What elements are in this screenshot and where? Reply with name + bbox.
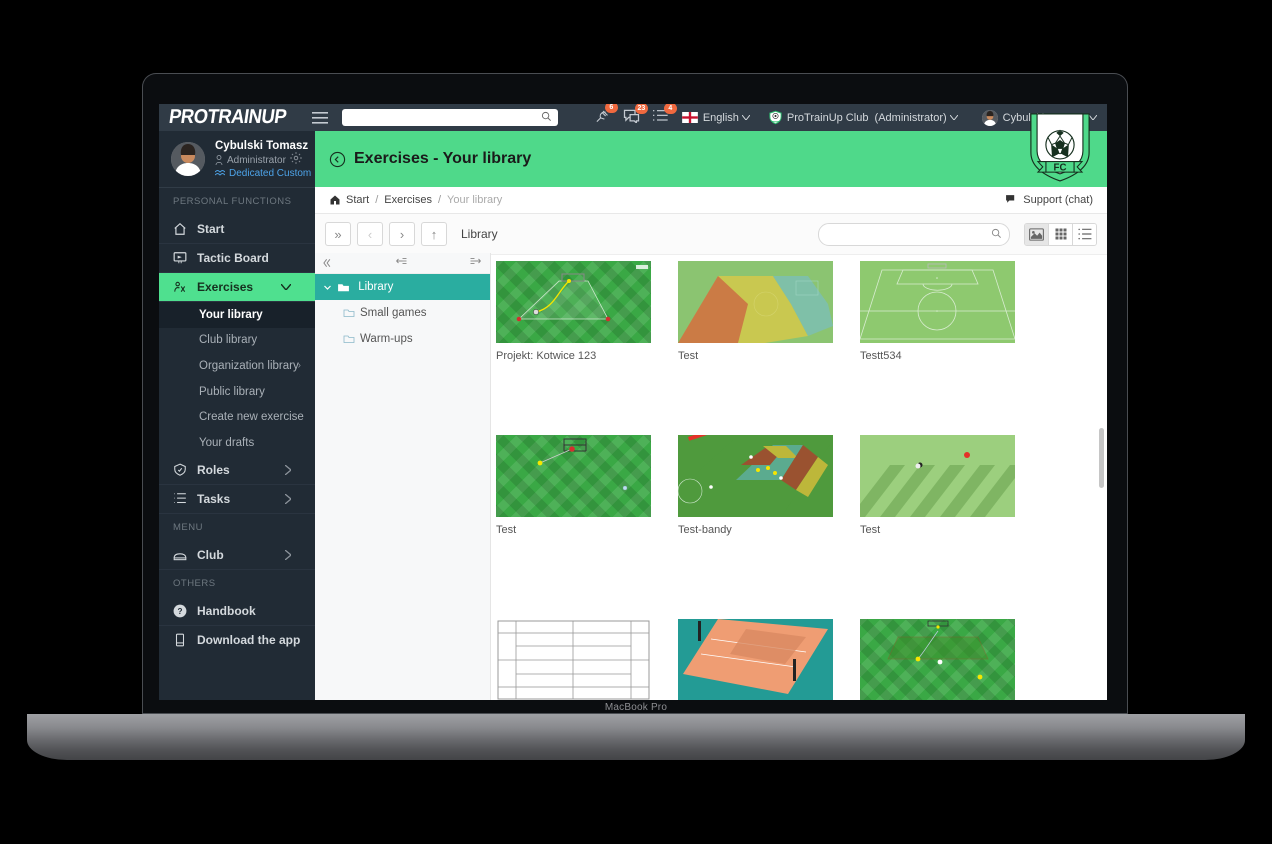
svg-text:?: ?: [178, 606, 183, 615]
svg-text:FC: FC: [1054, 162, 1067, 173]
